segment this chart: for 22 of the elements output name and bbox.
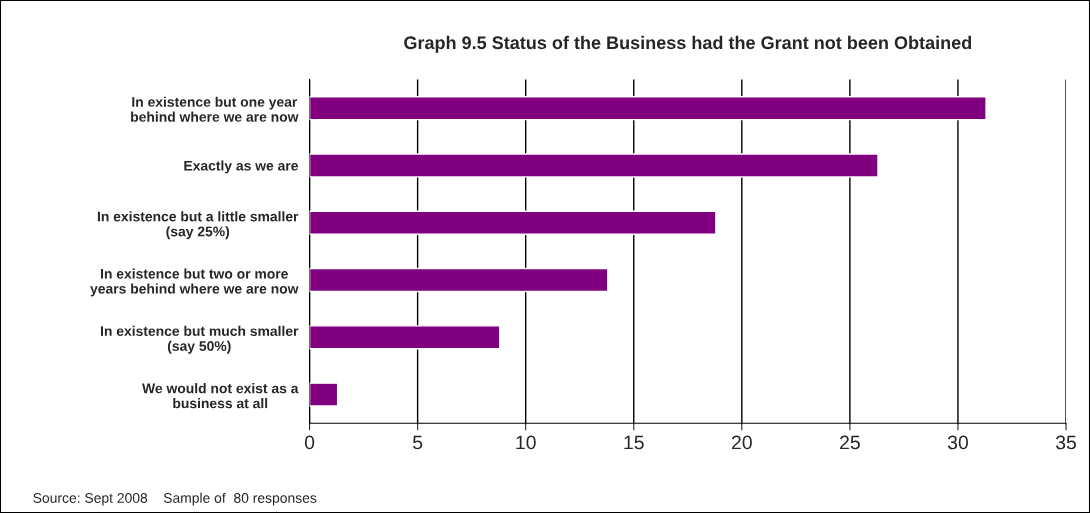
x-tick-label: 0	[304, 435, 315, 450]
x-tick-label: 15	[624, 435, 644, 450]
y-tick-label: We would not exist as a business at all	[142, 383, 299, 409]
x-tick-label: 20	[731, 435, 752, 450]
bar	[309, 96, 987, 121]
bar	[309, 210, 717, 235]
bar	[309, 325, 501, 350]
bar	[309, 382, 339, 407]
source-note: Source: Sept 2008 Sample of 80 responses	[33, 492, 317, 506]
x-tick-label: 30	[947, 435, 969, 450]
x-tick-label: 35	[1055, 435, 1077, 450]
x-tick-label: 5	[413, 435, 423, 450]
y-tick-label: Exactly as we are	[184, 160, 298, 174]
x-tick-label: 25	[840, 435, 860, 450]
y-tick-label: In existence but much smaller (say 50%)	[101, 325, 299, 354]
chart-title: Graph 9.5 Status of the Business had the Grant not been Obtained	[404, 35, 972, 53]
bar	[309, 267, 609, 293]
y-tick-label: In existence but one year behind where we are now	[131, 96, 299, 122]
y-tick-label: In existence but two or more years behind where we are now	[90, 268, 299, 297]
x-tick-label: 10	[516, 435, 536, 450]
y-tick-label: In existence but a little smaller (say 25%)	[97, 211, 299, 240]
bar	[309, 153, 879, 178]
